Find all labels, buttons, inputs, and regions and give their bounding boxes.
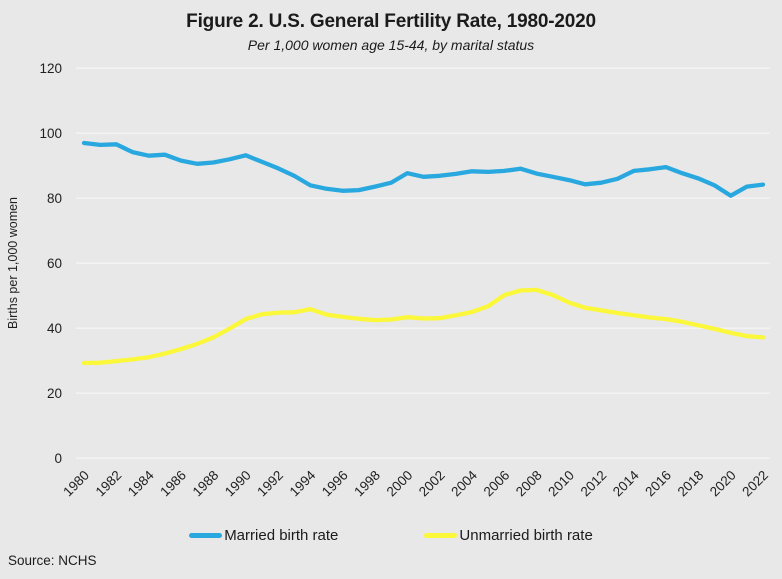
x-tick-label: 2020 bbox=[707, 468, 739, 500]
y-tick-label: 80 bbox=[47, 191, 62, 206]
y-tick-label: 120 bbox=[39, 61, 62, 76]
x-tick-label: 1998 bbox=[351, 468, 383, 500]
chart-subtitle: Per 1,000 women age 15-44, by marital st… bbox=[247, 37, 535, 53]
x-tick-label: 2004 bbox=[448, 467, 480, 499]
x-tick-label: 1982 bbox=[93, 468, 125, 500]
x-tick-label: 2010 bbox=[545, 468, 577, 500]
x-tick-label: 1990 bbox=[222, 468, 254, 500]
x-tick-label: 2012 bbox=[578, 468, 610, 500]
x-tick-label: 2018 bbox=[675, 468, 707, 500]
x-tick-label: 1988 bbox=[190, 468, 222, 500]
x-tick-label: 2002 bbox=[416, 468, 448, 500]
legend-item-married[interactable]: Married birth rate bbox=[189, 527, 338, 544]
line-married-birth-rate bbox=[81, 140, 766, 198]
y-tick-label: 20 bbox=[47, 386, 62, 401]
x-tick-label: 2022 bbox=[739, 468, 771, 500]
x-tick-label: 1992 bbox=[254, 468, 286, 500]
x-tick-label: 1996 bbox=[319, 468, 351, 500]
x-tick-label: 2008 bbox=[513, 468, 545, 500]
x-tick-label: 1994 bbox=[287, 467, 319, 499]
married-line-marker bbox=[189, 533, 223, 538]
y-tick-label: 60 bbox=[47, 256, 62, 271]
legend-item-unmarried[interactable]: Unmarried birth rate bbox=[424, 527, 593, 544]
x-tick-label: 1980 bbox=[60, 468, 92, 500]
legend-label-married: Married birth rate bbox=[224, 527, 339, 544]
y-axis-title: Births per 1,000 women bbox=[6, 197, 20, 329]
unmarried-line-marker bbox=[424, 533, 458, 538]
y-tick-label: 40 bbox=[47, 321, 62, 336]
x-tick-label: 2006 bbox=[481, 468, 513, 500]
legend-label-unmarried: Unmarried birth rate bbox=[459, 527, 593, 544]
legend: Married birth rate Unmarried birth rate bbox=[0, 527, 782, 544]
x-tick-label: 2000 bbox=[384, 468, 416, 500]
x-tick-label: 2014 bbox=[610, 467, 642, 499]
x-tick-label: 1984 bbox=[125, 467, 157, 499]
chart-title: Figure 2. U.S. General Fertility Rate, 1… bbox=[186, 11, 596, 32]
x-tick-label: 2016 bbox=[642, 468, 674, 500]
y-tick-label: 0 bbox=[54, 451, 62, 466]
source-note: Source: NCHS bbox=[8, 553, 97, 568]
line-unmarried-birth-rate bbox=[81, 287, 766, 366]
x-tick-label: 1986 bbox=[157, 468, 189, 500]
y-tick-label: 100 bbox=[39, 126, 62, 141]
